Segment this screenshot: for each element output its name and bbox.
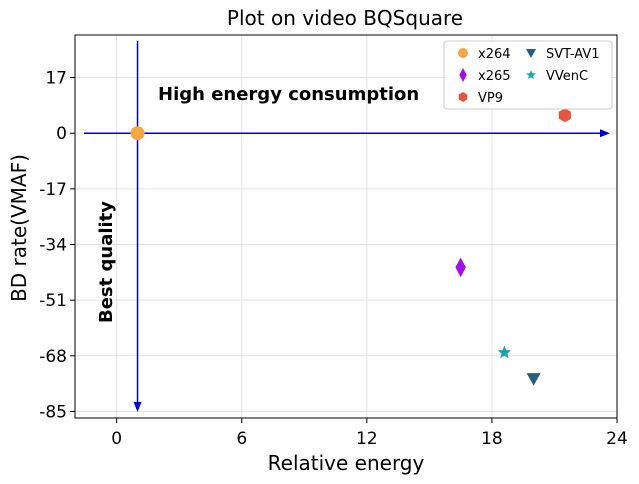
legend-label-svt-av1: SVT-AV1: [546, 47, 600, 62]
annotation-arrows: [84, 41, 610, 412]
x-tick-label: 6: [236, 429, 247, 449]
y-tick-label: -51: [39, 291, 67, 311]
legend-label-vp9: VP9: [478, 91, 503, 106]
y-tick-label: -68: [39, 347, 67, 367]
point-vp9: [558, 108, 571, 123]
legend-box: [443, 40, 613, 110]
x-tick-label: 24: [606, 429, 628, 449]
legend-label-x264: x264: [478, 47, 511, 62]
y-tick-label: -85: [39, 402, 67, 422]
legend-marker-svt-av1: [526, 49, 536, 58]
point-x264: [130, 126, 145, 141]
x-tick-label: 0: [111, 429, 122, 449]
y-tick-label: 17: [45, 69, 67, 89]
plot-frame: [74, 34, 618, 419]
horizontal-arrow-head: [600, 129, 610, 138]
x-axis-ticks: 0 6 12 18 24: [111, 418, 628, 449]
annotation-high-energy: High energy consumption: [158, 84, 419, 105]
y-axis-ticks: 17 0 -17 -34 -51 -68 -85: [39, 69, 75, 422]
x-tick-label: 18: [481, 429, 503, 449]
x-tick-label: 12: [356, 429, 378, 449]
vertical-arrow-head: [133, 402, 142, 412]
x-axis-label: Relative energy: [268, 451, 425, 475]
legend-marker-vvenc: [526, 70, 536, 80]
legend-label-vvenc: VVenC: [546, 69, 588, 84]
point-x265: [455, 257, 466, 278]
y-axis-label: BD rate(VMAF): [7, 154, 31, 302]
y-tick-label: 0: [56, 124, 67, 144]
legend-marker-x265: [459, 68, 467, 82]
y-tick-label: -34: [39, 236, 67, 256]
annotation-best-quality: Best quality: [96, 201, 117, 323]
legend-marker-x264: [458, 48, 468, 58]
legend-label-x265: x265: [478, 69, 511, 84]
y-tick-label: -17: [39, 180, 67, 200]
data-points: [130, 108, 571, 386]
chart-title: Plot on video BQSquare: [227, 6, 463, 30]
legend: x264 x265 VP9 SVT-AV1 VVenC: [443, 40, 613, 110]
legend-marker-vp9: [458, 92, 468, 102]
point-svt-av1: [526, 373, 541, 386]
point-vvenc: [497, 345, 512, 359]
